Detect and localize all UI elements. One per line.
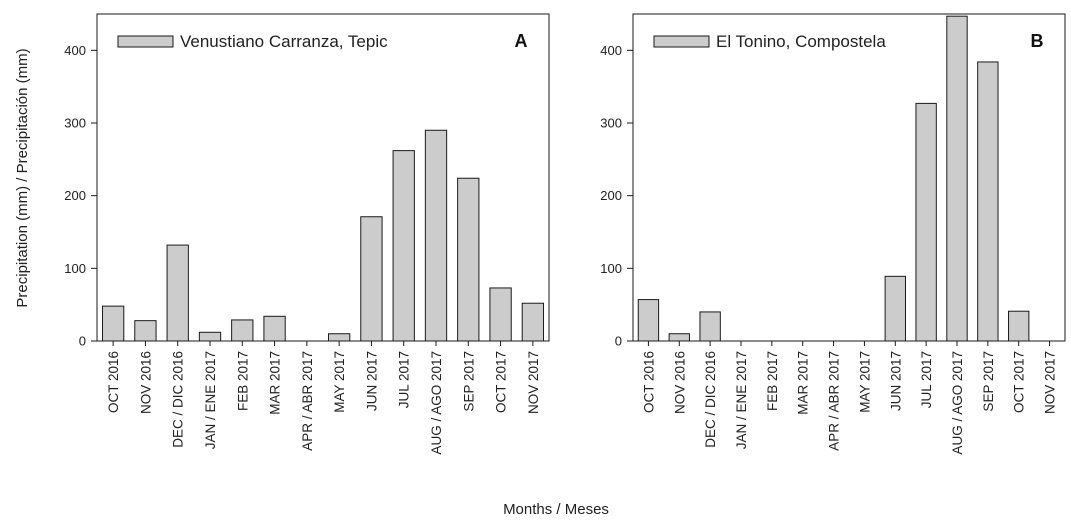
- x-tick-label: NOV 2016: [672, 351, 687, 414]
- legend-swatch: [653, 35, 710, 48]
- x-tick-label: JUN 2017: [364, 351, 379, 411]
- bar: [884, 275, 906, 342]
- bar: [637, 299, 660, 342]
- x-tick-label: NOV 2016: [138, 351, 153, 414]
- bar: [699, 311, 721, 342]
- bar: [946, 15, 968, 342]
- x-tick-label: SEP 2017: [461, 351, 476, 412]
- bar: [198, 331, 222, 342]
- x-tick-label: JAN / ENE 2017: [203, 351, 218, 449]
- x-tick-label: APR / ABR 2017: [827, 351, 842, 451]
- y-tick-label: 400: [600, 43, 622, 58]
- x-tick-label: MAY 2017: [857, 351, 872, 413]
- y-tick-label: 200: [64, 188, 86, 203]
- y-tick-label: 0: [79, 334, 86, 349]
- bar: [424, 129, 448, 342]
- bar: [392, 150, 415, 342]
- x-tick-label: AUG / AGO 2017: [429, 351, 444, 455]
- y-tick-label: 400: [64, 43, 86, 58]
- bar: [977, 61, 999, 342]
- x-tick-label: FEB 2017: [765, 351, 780, 411]
- bar: [327, 333, 351, 342]
- plot-frame-a: [96, 13, 550, 342]
- bar: [915, 102, 937, 342]
- bar: [263, 315, 286, 342]
- legend-swatch: [117, 35, 174, 48]
- x-tick-label: OCT 2017: [1012, 351, 1027, 413]
- bar: [668, 333, 690, 342]
- bar: [360, 216, 383, 342]
- bar: [489, 287, 512, 342]
- legend-label: Venustiano Carranza, Tepic: [180, 32, 388, 51]
- legend-label: El Tonino, Compostela: [716, 32, 886, 51]
- bar: [101, 305, 125, 342]
- bar: [1008, 310, 1030, 342]
- x-tick-label: SEP 2017: [981, 351, 996, 412]
- bar: [166, 244, 189, 342]
- x-tick-label: MAR 2017: [796, 351, 811, 415]
- x-tick-label: OCT 2016: [641, 351, 656, 413]
- y-axis-title: Precipitation (mm) / Precipitación (mm): [14, 48, 31, 307]
- y-tick-label: 100: [64, 261, 86, 276]
- panel-b: 0 100 200 300 400 OCT 2016 NOV 2016 DEC / DIC 2…: [600, 13, 1066, 455]
- x-tick-label: DEC / DIC 2016: [703, 351, 718, 448]
- y-tick-label: 300: [600, 116, 622, 131]
- chart-panels: 0 100 200 300 400 OCT 2016 NOV 2016 DEC / DIC 2…: [64, 13, 1066, 455]
- bar: [457, 177, 480, 342]
- y-tick-label: 100: [600, 261, 622, 276]
- y-tick-label: 300: [64, 116, 86, 131]
- x-tick-label: JUL 2017: [919, 351, 934, 408]
- x-tick-label: DEC / DIC 2016: [171, 351, 186, 448]
- panel-letter-a: A: [515, 31, 528, 51]
- y-tick-label: 200: [600, 188, 622, 203]
- panel-a: 0 100 200 300 400 OCT 2016 NOV 2016 DEC / DIC 2…: [64, 13, 550, 455]
- bar: [134, 320, 157, 342]
- bar: [521, 302, 545, 342]
- x-tick-label: NOV 2017: [526, 351, 541, 414]
- x-axis-title: Months / Meses: [503, 501, 609, 518]
- x-tick-label: OCT 2017: [494, 351, 509, 413]
- x-tick-label: JUL 2017: [397, 351, 412, 408]
- x-tick-label: FEB 2017: [235, 351, 250, 411]
- x-tick-label: JUN 2017: [888, 351, 903, 411]
- x-tick-label: NOV 2017: [1043, 351, 1058, 414]
- x-tick-label: APR / ABR 2017: [300, 351, 315, 451]
- x-tick-label: MAR 2017: [268, 351, 283, 415]
- plot-frame-b: [632, 13, 1066, 342]
- x-tick-label: JAN / ENE 2017: [734, 351, 749, 449]
- bar: [231, 319, 254, 342]
- y-tick-label: 0: [615, 334, 622, 349]
- panel-letter-b: B: [1031, 31, 1044, 51]
- x-tick-label: MAY 2017: [332, 351, 347, 413]
- x-tick-label: OCT 2016: [106, 351, 121, 413]
- x-tick-label: AUG / AGO 2017: [950, 351, 965, 455]
